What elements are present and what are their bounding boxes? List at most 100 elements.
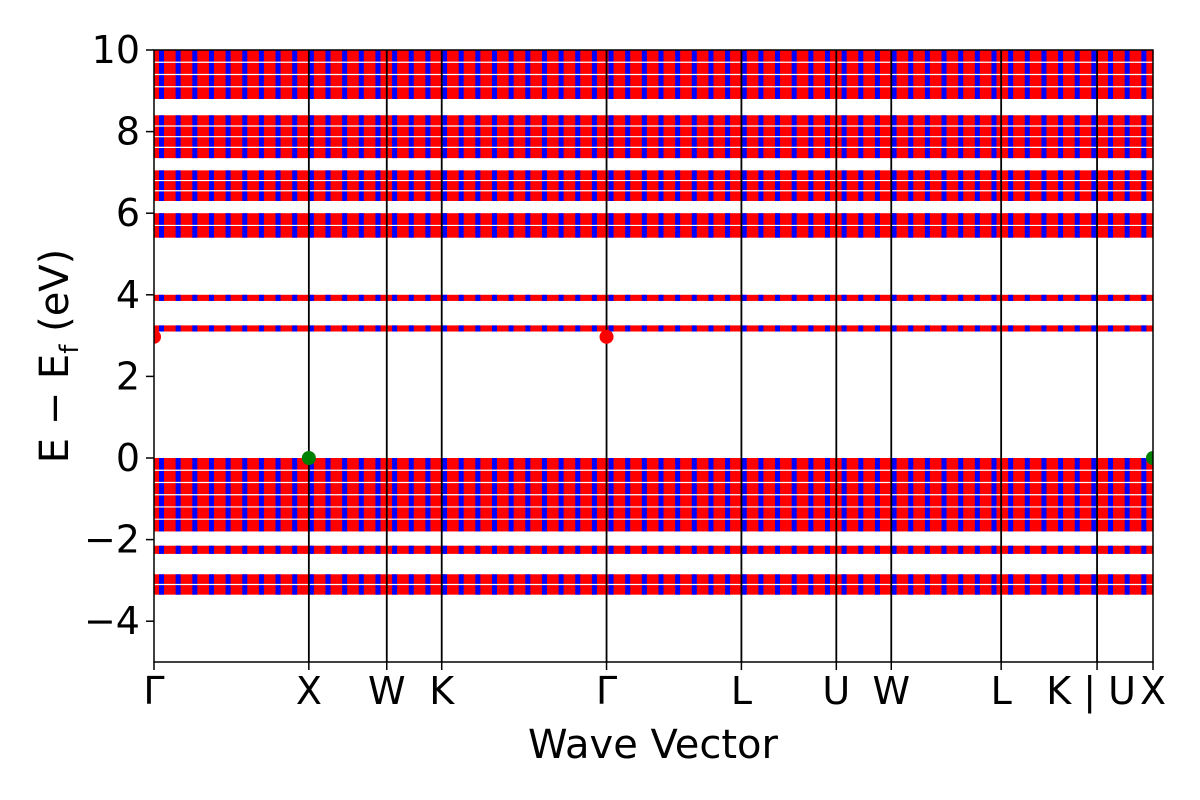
band-stripe xyxy=(974,170,980,201)
band-stripe xyxy=(908,325,914,332)
band-stripe xyxy=(775,170,781,201)
band-stripe xyxy=(258,545,264,554)
band-stripe xyxy=(741,545,747,554)
band-stripe xyxy=(841,325,847,332)
y-axis-label: E − Ef (eV) xyxy=(32,249,85,464)
band-stripe xyxy=(658,325,664,332)
band-stripe xyxy=(258,170,264,201)
band-stripe xyxy=(408,294,414,301)
band-stripe xyxy=(991,294,997,301)
band-stripe xyxy=(675,545,681,554)
band-stripe xyxy=(608,325,614,332)
band-stripe xyxy=(392,545,398,554)
band-stripe xyxy=(425,294,431,301)
band-stripe xyxy=(608,545,614,554)
band-stripe xyxy=(791,294,797,301)
band-stripe xyxy=(541,325,547,332)
band-stripe xyxy=(858,170,864,201)
band-stripe xyxy=(458,545,464,554)
band-stripe xyxy=(275,170,281,201)
band-stripe xyxy=(392,294,398,301)
band-stripe xyxy=(841,545,847,554)
band-stripe xyxy=(475,170,481,201)
band-stripe xyxy=(292,325,298,332)
band-stripe xyxy=(208,294,214,301)
band-stripe xyxy=(625,170,631,201)
band-stripe xyxy=(775,325,781,332)
band-stripe xyxy=(392,170,398,201)
cbm-marker-1 xyxy=(599,329,614,344)
band-stripe xyxy=(691,545,697,554)
band-stripe xyxy=(1074,294,1080,301)
y-axis-label-subscript: f xyxy=(55,344,85,354)
band-stripe xyxy=(791,325,797,332)
band-stripe xyxy=(525,545,531,554)
band-stripe xyxy=(508,294,514,301)
band-stripe xyxy=(641,325,647,332)
band-group-6 xyxy=(154,170,1153,201)
band-stripe xyxy=(691,294,697,301)
band-stripe xyxy=(508,325,514,332)
band-stripe xyxy=(1124,170,1130,201)
band-stripe xyxy=(158,294,164,301)
band-stripe xyxy=(824,294,830,301)
band-stripe xyxy=(525,325,531,332)
x-tick-label: X xyxy=(1140,669,1166,713)
band-stripe xyxy=(525,170,531,201)
y-axis: −4 −2 0 2 4 6 8 10 xyxy=(84,28,154,643)
band-stripe xyxy=(958,294,964,301)
band-stripe xyxy=(675,325,681,332)
band-stripe xyxy=(392,325,398,332)
band-stripe xyxy=(225,545,231,554)
band-stripe xyxy=(575,170,581,201)
band-stripe xyxy=(858,545,864,554)
vbm-marker-1 xyxy=(1146,451,1153,465)
band-stripe xyxy=(1041,170,1047,201)
band-stripe xyxy=(608,294,614,301)
band-stripe xyxy=(841,170,847,201)
band-stripe xyxy=(558,294,564,301)
band-stripe xyxy=(192,294,198,301)
band-stripe xyxy=(775,545,781,554)
band-stripe xyxy=(1141,545,1147,554)
band-stripe xyxy=(725,325,731,332)
band-stripe xyxy=(791,170,797,201)
band-stripe xyxy=(808,545,814,554)
band-stripe xyxy=(874,545,880,554)
band-stripe xyxy=(375,545,381,554)
band-stripe xyxy=(175,325,181,332)
band-stripe xyxy=(358,545,364,554)
band-stripe xyxy=(908,545,914,554)
band-stripe xyxy=(924,545,930,554)
x-tick-label: U xyxy=(822,669,850,713)
band-stripe xyxy=(575,294,581,301)
band-stripe xyxy=(208,170,214,201)
band-stripe xyxy=(475,325,481,332)
band-stripe xyxy=(475,545,481,554)
band-stripe xyxy=(1141,170,1147,201)
band-stripe xyxy=(758,170,764,201)
band-stripe xyxy=(425,545,431,554)
x-tick-label: Γ xyxy=(596,669,617,713)
band-stripe xyxy=(458,294,464,301)
band-stripe xyxy=(442,294,448,301)
band-stripe xyxy=(1008,170,1014,201)
band-stripe xyxy=(192,325,198,332)
band-stripe xyxy=(958,325,964,332)
band-stripe xyxy=(308,545,314,554)
band-stripe xyxy=(408,545,414,554)
band-stripe xyxy=(1124,545,1130,554)
band-stripe xyxy=(658,545,664,554)
band-stripe xyxy=(225,170,231,201)
band-stripe xyxy=(242,325,248,332)
band-stripe xyxy=(891,545,897,554)
band-stripe xyxy=(158,170,164,201)
band-stripe xyxy=(442,170,448,201)
band-stripe xyxy=(1108,294,1114,301)
band-stripe xyxy=(891,294,897,301)
band-stripe xyxy=(1074,170,1080,201)
band-stripe xyxy=(758,545,764,554)
band-stripe xyxy=(458,170,464,201)
band-stripe xyxy=(758,325,764,332)
